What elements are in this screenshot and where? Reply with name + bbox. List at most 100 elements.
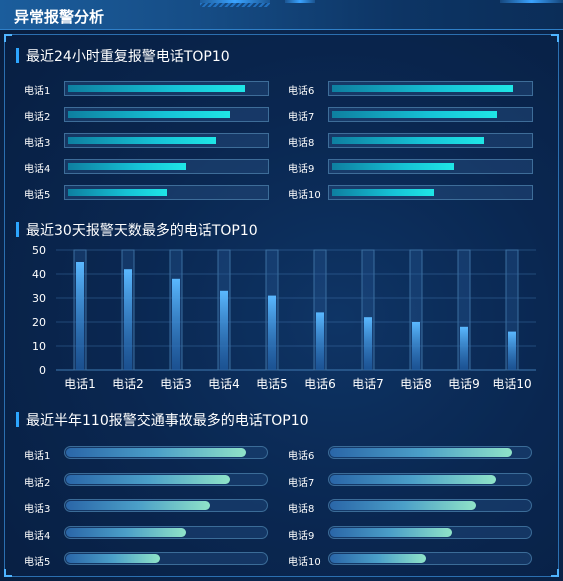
top24h-item-label: 电话3	[24, 138, 51, 149]
top24h-item-label: 电话1	[24, 86, 51, 97]
chart-xtick-label: 电话2	[112, 377, 144, 391]
chart-xtick-label: 电话9	[448, 377, 480, 391]
chart-ytick-label: 30	[32, 292, 46, 305]
top6m-item-label: 电话8	[288, 504, 315, 515]
top6m-bar-track	[328, 526, 532, 539]
top6m-bar-track	[328, 552, 532, 565]
top6m-bar-fill	[66, 528, 186, 537]
chart-bar	[220, 290, 228, 370]
top6m-bar-fill	[330, 475, 496, 484]
top24h-item: 电话2	[24, 107, 269, 123]
top6m-bar-track	[64, 552, 268, 565]
top24h-item: 电话10	[288, 185, 533, 201]
top6m-item-label: 电话7	[288, 478, 315, 489]
chart-xtick-label: 电话4	[208, 377, 240, 391]
chart-xtick-label: 电话6	[304, 377, 336, 391]
top6m-bar-fill	[330, 554, 426, 563]
top6m-bar-fill	[66, 448, 246, 457]
top6m-bar-track	[64, 499, 268, 512]
top24h-item-label: 电话8	[288, 138, 315, 149]
top24h-bar-fill	[332, 189, 434, 196]
top6m-bar-track	[64, 526, 268, 539]
top24h-bar-track	[328, 185, 533, 200]
top6m-item: 电话8	[288, 499, 532, 515]
section-title-top6m: 最近半年110报警交通事故最多的电话TOP10	[16, 410, 309, 430]
top24h-item-label: 电话9	[288, 164, 315, 175]
top6m-item-label: 电话9	[288, 531, 315, 542]
chart-bar	[460, 326, 468, 370]
top24h-bar-track	[328, 133, 533, 148]
chart-bar	[172, 278, 180, 370]
top24h-item: 电话9	[288, 159, 533, 175]
header-bar: 异常报警分析	[0, 0, 563, 30]
panel-corner	[551, 34, 559, 42]
chart-ytick-label: 40	[32, 268, 46, 281]
top24h-item: 电话6	[288, 81, 533, 97]
top6m-item-label: 电话10	[288, 557, 321, 568]
top6m-item-label: 电话5	[24, 557, 51, 568]
top6m-bar-track	[64, 446, 268, 459]
top6m-item: 电话6	[288, 446, 532, 462]
chart-xtick-label: 电话1	[64, 377, 96, 391]
top24h-item: 电话4	[24, 159, 269, 175]
top24h-bar-track	[328, 159, 533, 174]
top24h-bar-fill	[68, 137, 216, 144]
top6m-item: 电话5	[24, 552, 268, 568]
top24h-bar-fill	[332, 85, 513, 92]
top24h-item-label: 电话10	[288, 190, 321, 201]
header-decoration	[500, 0, 563, 3]
top24h-bar-fill	[68, 189, 167, 196]
main-panel	[4, 34, 559, 577]
top24h-item: 电话7	[288, 107, 533, 123]
top6m-bar-track	[64, 473, 268, 486]
top6m-bar-fill	[66, 475, 230, 484]
panel-corner	[551, 569, 559, 577]
top24h-bar-track	[64, 133, 269, 148]
chart-ytick-label: 20	[32, 316, 46, 329]
top6m-bar-fill	[66, 554, 160, 563]
panel-corner	[4, 34, 12, 42]
top6m-item: 电话2	[24, 473, 268, 489]
top24h-bar-fill	[332, 111, 497, 118]
top24h-bar-fill	[68, 85, 245, 92]
chart-bar	[412, 322, 420, 370]
chart-ytick-label: 50	[32, 244, 46, 257]
top24h-item: 电话8	[288, 133, 533, 149]
top24h-item: 电话3	[24, 133, 269, 149]
section-title-top24h: 最近24小时重复报警电话TOP10	[16, 46, 230, 66]
top24h-item-label: 电话5	[24, 190, 51, 201]
chart-ytick-label: 0	[39, 364, 46, 377]
top6m-item-label: 电话6	[288, 451, 315, 462]
header-decoration	[285, 0, 315, 3]
top6m-item-label: 电话2	[24, 478, 51, 489]
top6m-bar-track	[328, 499, 532, 512]
top6m-bar-fill	[66, 501, 210, 510]
top24h-item-label: 电话6	[288, 86, 315, 97]
top24h-bar-fill	[332, 137, 484, 144]
top6m-item: 电话10	[288, 552, 532, 568]
top24h-bar-track	[64, 107, 269, 122]
chart-xtick-label: 电话8	[400, 377, 432, 391]
top6m-bar-track	[328, 446, 532, 459]
page-title: 异常报警分析	[14, 8, 105, 26]
top24h-bar-track	[64, 159, 269, 174]
panel-corner	[4, 569, 12, 577]
chart-ytick-label: 10	[32, 340, 46, 353]
top6m-bar-fill	[330, 501, 476, 510]
top24h-item: 电话1	[24, 81, 269, 97]
top24h-bar-track	[64, 81, 269, 96]
chart-bar	[364, 317, 372, 370]
top24h-item: 电话5	[24, 185, 269, 201]
chart-xtick-label: 电话10	[492, 377, 531, 391]
top30d-bar-chart: 0 10 20 30 40 50 电话1 电话2 电话3 电话4 电话5 电话6 电话7 电话8 电话9 电话…	[32, 244, 536, 391]
top6m-item: 电话1	[24, 446, 268, 462]
header-decoration-stripes	[200, 3, 270, 7]
top24h-item-label: 电话2	[24, 112, 51, 123]
top24h-item-label: 电话4	[24, 164, 51, 175]
top6m-item-label: 电话3	[24, 504, 51, 515]
chart-xtick-label: 电话7	[352, 377, 384, 391]
top24h-bar-fill	[332, 163, 454, 170]
top24h-bar-track	[328, 107, 533, 122]
top24h-item-label: 电话7	[288, 112, 315, 123]
top6m-item-label: 电话4	[24, 531, 51, 542]
